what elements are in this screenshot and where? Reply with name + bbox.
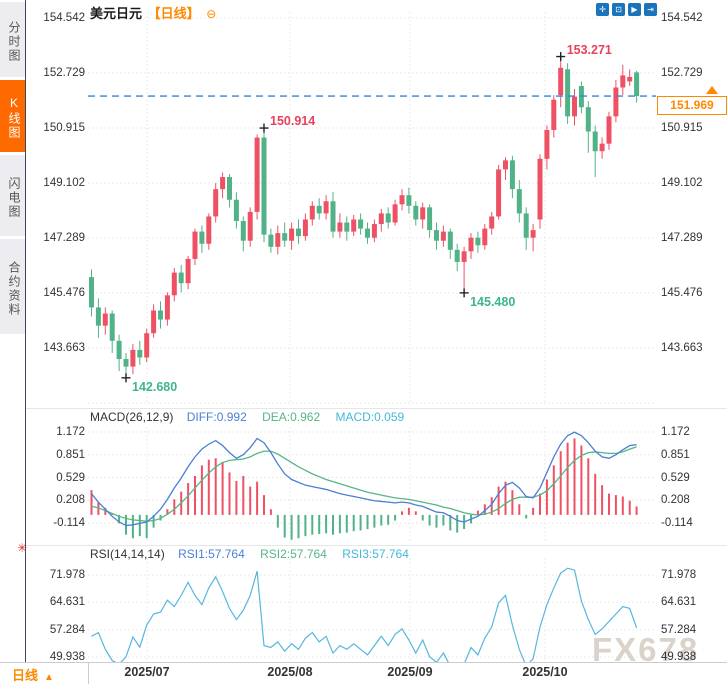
y-axis-label: 0.851 [56,448,85,461]
y-axis-label: 71.978 [49,569,85,581]
y-axis-label: 147.289 [43,232,85,244]
low-price-label: 142.680 [132,379,178,394]
y-axis-label: 149.102 [43,177,85,189]
bottom-axis-bar [0,662,727,684]
y-axis-label: 154.542 [43,12,85,24]
y-axis-label: 152.729 [43,67,85,79]
y-axis-label: 57.284 [49,623,85,636]
y-axis-label: 0.208 [661,494,690,507]
bottom-bar-divider [88,663,89,684]
y-axis-label: 64.631 [661,596,697,609]
y-axis-label: -0.114 [53,517,85,529]
main-macd-divider [26,408,727,409]
y-axis-label: 71.978 [661,569,697,581]
y-axis-label: 0.529 [56,471,85,484]
macd-name: MACD(26,12,9) [90,410,174,424]
swing-high-label: 150.914 [270,114,316,129]
watermark: FX678 [592,631,700,668]
y-axis-label: 154.542 [661,12,703,24]
y-axis-label: 0.851 [661,448,690,461]
sidebar-tab-contract-info[interactable]: 合约资料 [0,239,25,334]
y-axis-label: 0.208 [56,494,85,507]
x-axis-label: 2025/07 [124,665,170,679]
pan-icon[interactable]: ✛ [596,3,609,16]
macd-diff-value: DIFF:0.992 [186,410,247,424]
chart-toolbar: ✛ ⊡ ▶ ⇥ [596,3,657,16]
sidebar-tab-kline-chart[interactable]: K线图 [0,80,25,152]
y-axis-label: 64.631 [49,596,85,609]
period-selector-label: 日线 [12,668,39,683]
box-zoom-icon[interactable]: ⊡ [612,3,625,16]
chart-title: 美元日元 【日线】 ⊖ [90,3,216,21]
macd-header: MACD(26,12,9) DIFF:0.992 DEA:0.962 MACD:… [90,410,404,424]
y-axis-label: 145.476 [43,287,85,299]
period-selector[interactable]: 日线 ▲ [12,665,54,684]
macd-macd-value: MACD:0.059 [335,410,405,424]
collapse-icon[interactable]: ⊖ [206,7,217,21]
zoom-in-icon[interactable]: ▶ [628,3,641,16]
rsi-name: RSI(14,14,14) [90,547,165,561]
y-axis-label: 150.915 [661,122,703,134]
y-axis-label: 150.915 [43,122,85,134]
y-axis-label: 149.102 [661,177,703,189]
rsi1-value: RSI1:57.764 [178,547,245,561]
y-axis-label: 147.289 [661,232,703,244]
x-axis-label: 2025/08 [267,665,313,679]
y-axis-label: 152.729 [661,67,703,79]
sidebar-divider [25,0,26,663]
y-axis-label: 1.172 [56,426,85,438]
rsi2-value: RSI2:57.764 [260,547,327,561]
current-price-tag: 151.969 [657,96,727,115]
y-axis-label: 143.663 [43,342,85,354]
pan-right-icon[interactable]: ⇥ [644,3,657,16]
rsi3-value: RSI3:57.764 [342,547,409,561]
y-axis-label: 57.284 [661,623,697,636]
high-price-label: 153.271 [566,42,612,57]
macd-rsi-divider [26,545,727,546]
live-indicator-icon: ✳ [17,541,28,555]
swing-low-label: 145.480 [470,294,516,309]
x-axis-label: 2025/09 [387,665,433,679]
period-tag: 【日线】 [147,6,200,21]
y-axis-label: 1.172 [661,426,690,438]
y-axis-label: 145.476 [661,287,703,299]
x-axis-label: 2025/10 [522,665,568,679]
y-axis-label: 143.663 [661,342,703,354]
y-axis-label: 49.938 [661,650,697,663]
y-axis-label: -0.114 [661,517,693,529]
y-axis-label: 0.529 [661,471,690,484]
macd-dea-value: DEA:0.962 [262,410,321,424]
symbol-name: 美元日元 [90,6,143,21]
sidebar-tab-time-chart[interactable]: 分时图 [0,2,25,77]
sidebar-tab-lightning-chart[interactable]: 闪电图 [0,155,25,236]
y-axis-label: 49.938 [49,650,85,663]
chevron-up-icon: ▲ [44,672,54,683]
rsi-header: RSI(14,14,14) RSI1:57.764 RSI2:57.764 RS… [90,547,409,561]
price-up-arrow-icon [706,86,718,94]
